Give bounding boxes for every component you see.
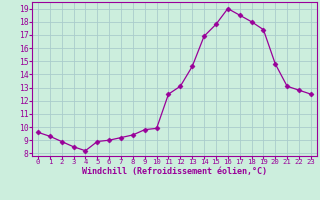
X-axis label: Windchill (Refroidissement éolien,°C): Windchill (Refroidissement éolien,°C) xyxy=(82,167,267,176)
